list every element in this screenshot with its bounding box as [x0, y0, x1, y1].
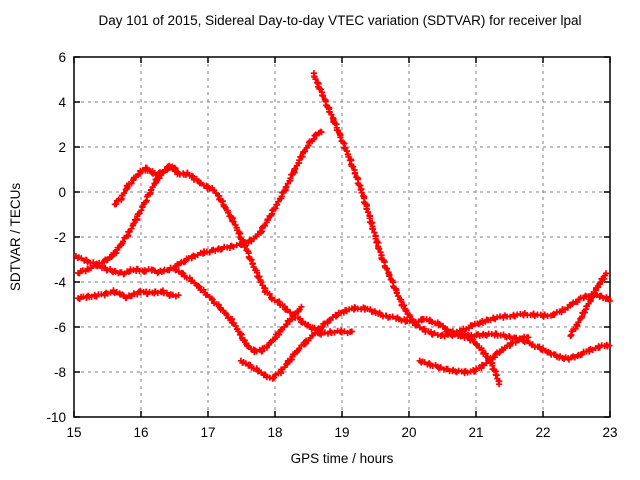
y-tick-label: -10 [46, 410, 66, 425]
x-tick-label: 16 [133, 425, 148, 440]
x-axis-label: GPS time / hours [290, 451, 394, 466]
trace-markers-spike-descender [310, 70, 503, 388]
trace-markers-dip-minus8p3 [237, 326, 324, 382]
trace-markers-right-low-band [443, 328, 613, 363]
x-tick-label: 19 [334, 425, 349, 440]
x-tick-label: 20 [401, 425, 416, 440]
y-tick-label: 6 [58, 50, 66, 65]
x-tick-label: 22 [535, 425, 550, 440]
trace-markers-short-stub [316, 327, 355, 338]
trace-markers-left-low-band [75, 287, 182, 302]
x-tick-label: 18 [267, 425, 282, 440]
chart-title: Day 101 of 2015, Sidereal Day-to-day VTE… [98, 13, 582, 28]
trace-markers-deep-descent-from-band [170, 264, 305, 356]
y-tick-label: -8 [54, 365, 66, 380]
trace-markers-u-curve-minus8 [416, 333, 532, 377]
y-tick-label: 4 [58, 95, 66, 110]
x-tick-label: 21 [468, 425, 483, 440]
x-tick-label: 15 [66, 425, 81, 440]
data-traces [72, 70, 613, 388]
x-tick-label: 23 [602, 425, 617, 440]
y-tick-label: -6 [54, 320, 66, 335]
x-tick-label: 17 [200, 425, 215, 440]
trace-markers-band-rising-to-peak-18p7 [72, 128, 325, 278]
y-tick-label: -4 [54, 275, 66, 290]
trace-markers-steep-riser-left [75, 162, 179, 277]
y-tick-label: 2 [58, 140, 66, 155]
y-tick-label: 0 [58, 185, 66, 200]
trace-markers-right-riser [567, 270, 610, 340]
y-tick-label: -2 [54, 230, 66, 245]
